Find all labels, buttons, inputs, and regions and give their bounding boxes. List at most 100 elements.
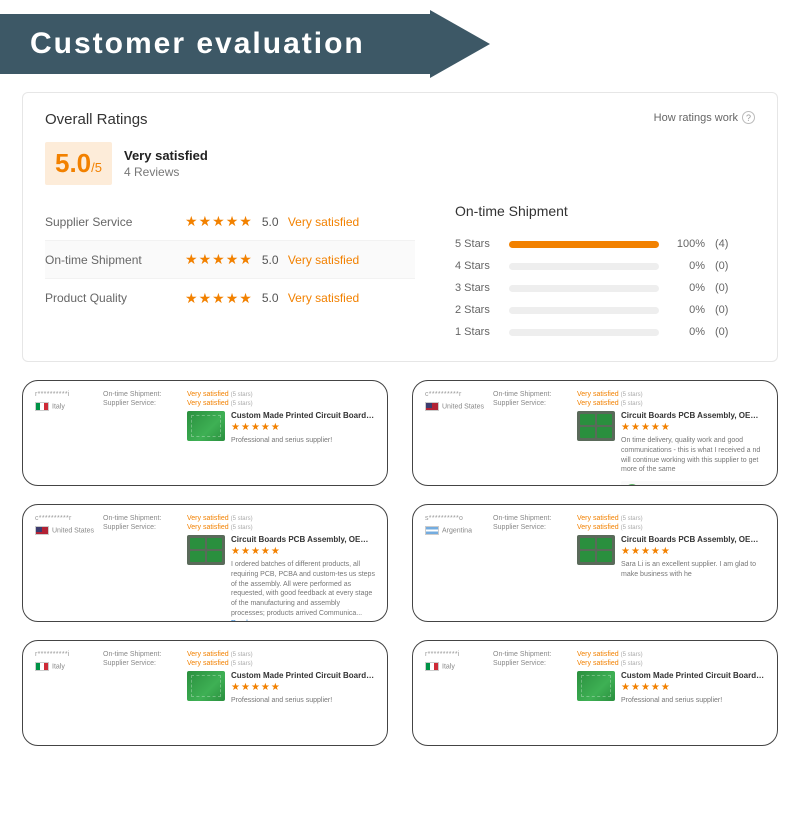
star-icon: ★ [199,251,212,268]
star-icon: ★ [621,682,630,693]
star-icon: ★ [251,422,260,433]
review-product-title[interactable]: Circuit Boards PCB Assembly, OEM PCBA As… [621,411,765,420]
star-icon: ★ [651,682,660,693]
flag-icon [35,662,49,671]
distribution-row[interactable]: 3 Stars0%(0) [455,277,755,299]
meta-shipment-sub: (5 stars) [231,516,253,522]
meta-service-label: Supplier Service: [103,400,156,407]
reviewer-country: United States [442,403,484,410]
meta-service-val: Very satisfied [187,524,229,531]
reviewer-country: Italy [52,663,65,670]
reviewer-username: r**********i [35,391,95,398]
meta-shipment-val: Very satisfied [187,651,229,658]
category-row[interactable]: On-time Shipment★★★★★5.0Very satisfied [45,241,415,279]
meta-shipment-val: Very satisfied [187,391,229,398]
review-product-title[interactable]: Custom Made Printed Circuit Board China … [231,671,375,680]
meta-service-label: Supplier Service: [493,524,546,531]
star-icon: ★ [226,290,239,307]
review-body: Very satisfied (5 stars)Very satisfied (… [577,391,765,473]
review-body: Very satisfied (5 stars)Very satisfied (… [577,651,765,733]
review-meta: On-time Shipment:Supplier Service: [103,515,179,609]
star-icon: ★ [271,422,280,433]
star-icon: ★ [241,422,250,433]
review-card: c**********r United States On-time Shipmen… [412,380,778,486]
bar-percent: 0% [669,282,705,294]
meta-service-sub: (5 stars) [231,661,253,667]
meta-service-val: Very satisfied [577,400,619,407]
distribution-row[interactable]: 4 Stars0%(0) [455,255,755,277]
category-row[interactable]: Supplier Service★★★★★5.0Very satisfied [45,203,415,241]
category-row[interactable]: Product Quality★★★★★5.0Very satisfied [45,279,415,317]
reviewer-col: s**********oArgentina [425,515,485,609]
review-meta: On-time Shipment: Supplier Service: [103,391,179,473]
how-ratings-work-link[interactable]: How ratings work ? [654,111,755,124]
review-body: Very satisfied (5 stars)Very satisfied (… [187,391,375,473]
meta-shipment-label: On-time Shipment: [103,391,161,398]
star-icon: ★ [212,213,225,230]
product-thumb [577,411,615,441]
category-score: 5.0 [262,291,288,305]
reviewer-country: Italy [52,403,65,410]
score-box: 5.0/5 [45,142,112,185]
review-card: r**********i Italy On-time Shipment: Suppli… [22,380,388,486]
reply-name: Sara Li [643,485,722,486]
meta-shipment-sub: (5 stars) [231,652,253,658]
category-status: Very satisfied [288,253,359,267]
star-icon: ★ [231,682,240,693]
reviewer-username: c**********r [35,515,95,522]
bar-track [509,285,659,292]
star-icon: ★ [661,546,670,557]
reviewer-username: r**********i [35,651,95,658]
review-text: On time delivery, quality work and good … [621,436,765,475]
flag-icon [425,662,439,671]
distribution-bars: 5 Stars100%(4)4 Stars0%(0)3 Stars0%(0)2 … [455,233,755,343]
star-icon: ★ [239,251,252,268]
star-icon: ★ [199,213,212,230]
review-product-title[interactable]: Custom Made Printed Circuit Board China … [231,411,375,420]
distribution-row[interactable]: 5 Stars100%(4) [455,233,755,255]
product-thumb [577,671,615,701]
bar-label: 4 Stars [455,260,499,272]
meta-shipment-val: Very satisfied [577,515,619,522]
review-product-title[interactable]: Custom Made Printed Circuit Board China … [621,671,765,680]
review-card: s**********oArgentinaOn-time Shipment:Su… [412,504,778,622]
product-thumb [187,671,225,701]
reviewer-col: r**********i Italy [35,391,95,473]
review-product-title[interactable]: Circuit Boards PCB Assembly, OEM PCBA As… [621,535,765,544]
banner-title: Customer evaluation [30,27,365,61]
category-label: Product Quality [45,291,185,305]
reviewer-username: c**********r [425,391,485,398]
meta-service-sub: (5 stars) [621,661,643,667]
meta-shipment-label: On-time Shipment: [493,391,551,398]
product-thumb [577,535,615,565]
category-list: Supplier Service★★★★★5.0Very satisfiedOn… [45,203,415,343]
star-icon: ★ [226,213,239,230]
bar-label: 1 Stars [455,326,499,338]
reviewer-country: United States [52,527,94,534]
meta-service-val: Very satisfied [187,400,229,407]
review-meta: On-time Shipment: Supplier Service: [493,651,569,733]
distribution-row[interactable]: 1 Stars0%(0) [455,321,755,343]
distribution-row[interactable]: 2 Stars0%(0) [455,299,755,321]
meta-service-label: Supplier Service: [493,660,546,667]
meta-service-val: Very satisfied [577,524,619,531]
score-status: Very satisfied [124,148,208,163]
category-score: 5.0 [262,253,288,267]
star-icon: ★ [631,546,640,557]
review-stars: ★★★★★ [231,422,375,433]
meta-service-sub: (5 stars) [231,401,253,407]
star-icon: ★ [641,546,650,557]
meta-shipment-label: On-time Shipment: [493,651,551,658]
read-more-link[interactable]: Read more [231,620,266,622]
bar-track [509,329,659,336]
review-stars: ★★★★★ [621,682,765,693]
star-icon: ★ [239,290,252,307]
star-icon: ★ [271,546,280,557]
star-icon: ★ [621,546,630,557]
review-stars: ★★★★★ [621,422,765,433]
bar-label: 3 Stars [455,282,499,294]
review-product-title[interactable]: Circuit Boards PCB Assembly, OEM PCBA As… [231,535,375,544]
bar-label: 2 Stars [455,304,499,316]
meta-shipment-val: Very satisfied [577,391,619,398]
star-icon: ★ [185,213,198,230]
